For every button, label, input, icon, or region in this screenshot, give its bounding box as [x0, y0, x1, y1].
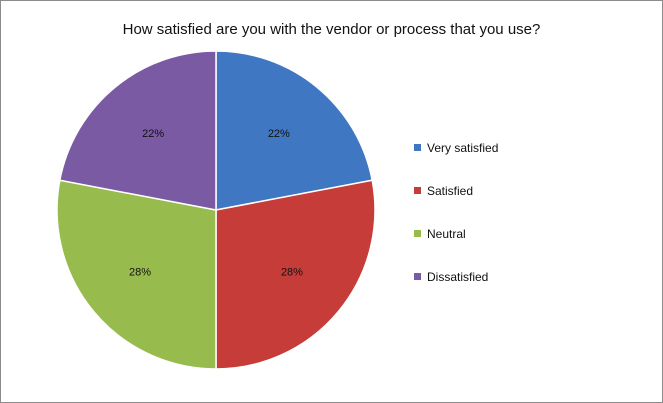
legend-swatch-dissatisfied [414, 273, 421, 280]
legend-item-very-satisfied: Very satisfied [414, 137, 498, 158]
legend-swatch-neutral [414, 230, 421, 237]
pie-slice-very-satisfied [215, 50, 374, 211]
legend-item-satisfied: Satisfied [414, 180, 498, 201]
data-label-very-satisfied: 22% [268, 128, 290, 140]
pie-slice-dissatisfied [58, 50, 217, 211]
legend-swatch-satisfied [414, 187, 421, 194]
data-label-neutral: 28% [129, 267, 151, 279]
pie-slice-satisfied [215, 179, 376, 370]
legend-label-satisfied: Satisfied [427, 183, 474, 198]
legend-swatch-very-satisfied [414, 144, 421, 151]
data-label-dissatisfied: 22% [142, 128, 164, 140]
legend-item-neutral: Neutral [414, 223, 498, 244]
pie-slice-neutral [56, 179, 217, 370]
legend-item-dissatisfied: Dissatisfied [414, 266, 498, 287]
data-label-satisfied: 28% [281, 267, 303, 279]
legend-label-neutral: Neutral [427, 226, 466, 241]
legend: Very satisfied Satisfied Neutral Dissati… [414, 137, 498, 309]
pie-slices [56, 50, 376, 370]
chart-title: How satisfied are you with the vendor or… [122, 21, 541, 38]
legend-label-dissatisfied: Dissatisfied [427, 269, 489, 284]
pie-value-labels: 22% 28% 28% 22% [129, 128, 303, 279]
legend-label-very-satisfied: Very satisfied [427, 140, 499, 155]
